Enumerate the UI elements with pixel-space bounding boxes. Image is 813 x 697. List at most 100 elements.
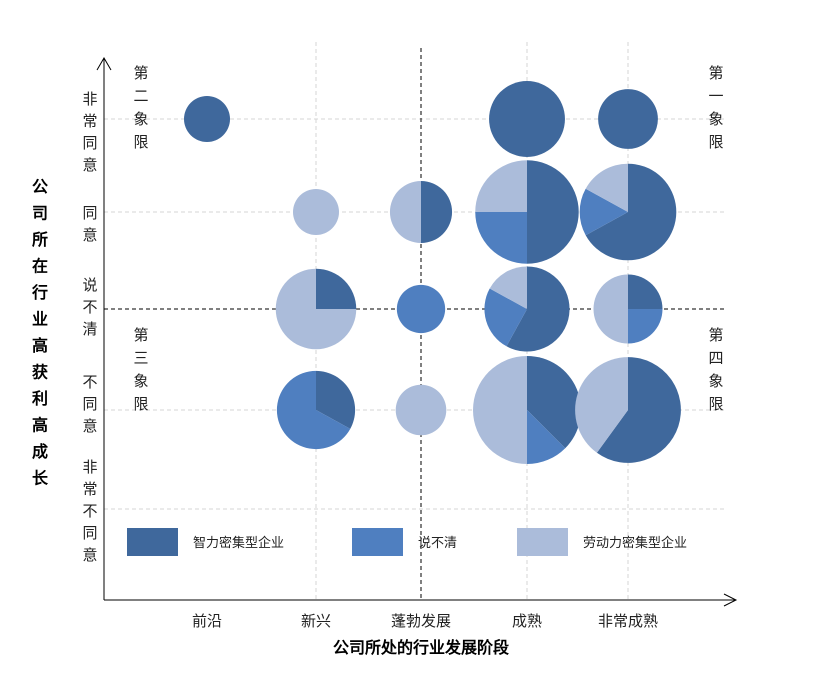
bubble xyxy=(389,180,453,244)
pie-slice xyxy=(527,160,579,264)
legend-swatch xyxy=(352,528,403,556)
svg-text:成: 成 xyxy=(32,442,48,461)
svg-text:司: 司 xyxy=(32,204,48,223)
svg-text:高: 高 xyxy=(32,336,48,355)
pie-slice xyxy=(293,189,339,235)
legend-item: 说不清 xyxy=(352,528,457,556)
svg-text:同: 同 xyxy=(82,204,97,222)
x-tick-label: 非常成熟 xyxy=(598,612,658,630)
bubble xyxy=(475,160,579,264)
svg-text:在: 在 xyxy=(32,257,48,276)
pie-slice xyxy=(475,160,527,212)
pie-slice xyxy=(473,355,527,465)
svg-text:意: 意 xyxy=(82,546,97,564)
pie-slice xyxy=(628,309,663,344)
svg-text:限: 限 xyxy=(133,395,148,413)
pie-slice xyxy=(475,212,527,264)
svg-text:三: 三 xyxy=(133,349,148,367)
svg-text:第: 第 xyxy=(133,326,148,344)
legend-swatch xyxy=(517,528,568,556)
svg-text:长: 长 xyxy=(32,469,49,488)
svg-text:第: 第 xyxy=(708,326,723,344)
x-tick-labels: 前沿 新兴 蓬勃发展 成熟 非常成熟 xyxy=(192,612,658,630)
svg-text:常: 常 xyxy=(82,112,97,130)
pie-slice xyxy=(585,163,677,261)
y-tick-label: 同意 xyxy=(82,204,97,244)
svg-text:获: 获 xyxy=(32,363,48,382)
pie-slice xyxy=(316,268,357,309)
legend-label: 说不清 xyxy=(418,536,457,551)
svg-text:行: 行 xyxy=(31,283,48,302)
svg-text:一: 一 xyxy=(708,87,723,105)
bubble xyxy=(489,81,565,157)
bubble xyxy=(473,355,582,465)
legend-item: 劳动力密集型企业 xyxy=(517,528,687,556)
svg-text:第: 第 xyxy=(133,64,148,82)
legend: 智力密集型企业 说不清 劳动力密集型企业 xyxy=(127,528,687,556)
x-tick-label: 前沿 xyxy=(192,612,222,630)
pie-slice xyxy=(593,274,628,344)
pie-slice xyxy=(489,266,527,309)
x-axis-title: 公司所处的行业发展阶段 xyxy=(333,638,510,657)
bubble xyxy=(575,357,681,463)
pie-slice xyxy=(184,96,230,142)
svg-text:象: 象 xyxy=(133,110,148,128)
svg-text:意: 意 xyxy=(82,156,97,174)
bubble xyxy=(395,384,447,436)
svg-text:四: 四 xyxy=(708,349,723,367)
pie-slice xyxy=(506,266,570,352)
bubbles xyxy=(184,81,681,465)
svg-text:意: 意 xyxy=(82,417,97,435)
x-tick-label: 新兴 xyxy=(301,612,331,630)
legend-item: 智力密集型企业 xyxy=(127,528,284,556)
svg-text:意: 意 xyxy=(82,226,97,244)
pie-slice xyxy=(275,268,357,350)
svg-text:利: 利 xyxy=(32,389,48,408)
bubble xyxy=(579,163,677,261)
svg-text:限: 限 xyxy=(708,395,723,413)
svg-text:不: 不 xyxy=(82,298,97,316)
bubble xyxy=(293,189,339,235)
svg-text:不: 不 xyxy=(82,502,97,520)
pie-slice xyxy=(527,355,582,449)
bubble xyxy=(396,284,446,334)
axes xyxy=(96,57,738,607)
pie-slice xyxy=(421,180,453,244)
legend-label: 智力密集型企业 xyxy=(193,535,284,551)
pie-slice xyxy=(489,81,565,157)
pie-slice xyxy=(316,370,356,429)
svg-text:限: 限 xyxy=(708,133,723,151)
pie-slice xyxy=(598,89,658,149)
svg-text:公: 公 xyxy=(32,177,48,196)
y-axis-arrow xyxy=(96,57,112,71)
svg-text:象: 象 xyxy=(133,372,148,390)
legend-label: 劳动力密集型企业 xyxy=(583,535,687,551)
svg-text:二: 二 xyxy=(133,87,148,105)
y-tick-label: 说不清 xyxy=(82,276,97,338)
svg-text:非: 非 xyxy=(82,458,97,476)
svg-text:第: 第 xyxy=(708,64,723,82)
pie-slice xyxy=(628,274,663,309)
legend-swatch xyxy=(127,528,178,556)
pie-slice xyxy=(276,370,351,450)
pie-slice xyxy=(389,180,421,244)
pie-slice xyxy=(484,288,527,347)
x-tick-label: 成熟 xyxy=(512,612,542,630)
svg-text:不: 不 xyxy=(82,373,97,391)
svg-text:说: 说 xyxy=(82,276,97,294)
svg-text:同: 同 xyxy=(82,134,97,152)
svg-text:限: 限 xyxy=(133,133,148,151)
svg-text:同: 同 xyxy=(82,524,97,542)
pie-slice xyxy=(527,410,566,465)
pie-slice xyxy=(579,188,628,236)
svg-text:象: 象 xyxy=(708,372,723,390)
vertical-labels: 非常不同意不同意说不清同意非常同意公司所在行业高获利高成长第一象限第二象限第三象… xyxy=(31,64,724,564)
pie-slice xyxy=(596,357,681,463)
